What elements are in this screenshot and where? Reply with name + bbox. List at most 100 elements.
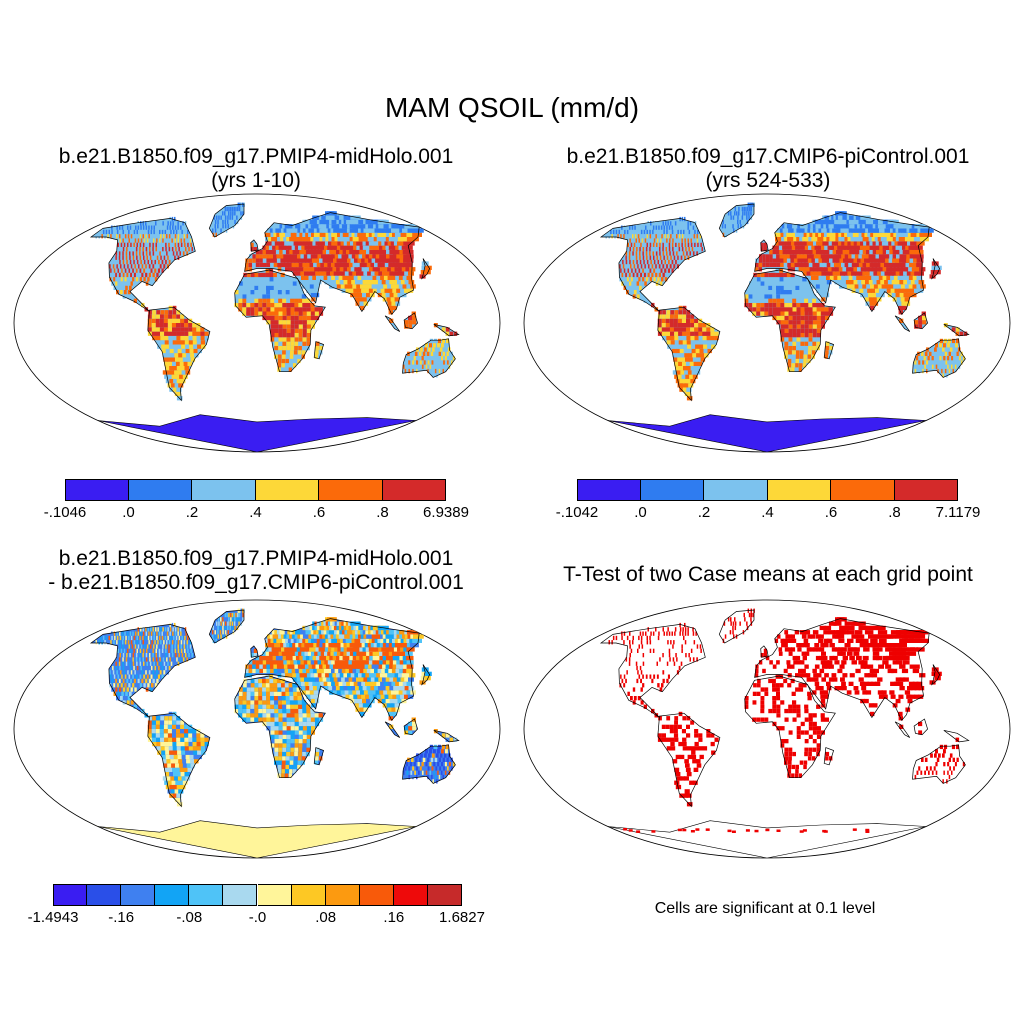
coastline-newguinea — [943, 730, 970, 743]
colorbar-box — [128, 479, 192, 501]
map-midholo — [13, 193, 501, 453]
coastline-samerica — [657, 712, 721, 808]
map-boundary — [13, 599, 501, 859]
colorbar-label: -1.4943 — [27, 909, 79, 926]
coastline-borneo — [913, 718, 928, 736]
map-boundary — [523, 599, 1011, 859]
colorbar-box — [640, 479, 704, 501]
coastline-uk — [250, 239, 259, 252]
antarctica — [97, 820, 417, 858]
colorbar-difference: -1.4943 -.16 -.08 -.0 .08 .16 1.6827 — [28, 884, 485, 930]
colorbar-label: .0 — [122, 504, 135, 521]
colorbar-box — [325, 884, 360, 906]
coastline-greenland — [718, 203, 755, 238]
colorbar-label: .6 — [312, 504, 326, 521]
colorbar-box — [767, 479, 831, 501]
coastline-africa — [744, 675, 836, 779]
figure-title: MAM QSOIL (mm/d) — [384, 92, 640, 123]
colorbar-box — [257, 884, 292, 906]
coastlines — [89, 203, 460, 402]
map-picontrol — [523, 193, 1011, 453]
coastline-samerica — [147, 306, 211, 402]
coastline-greenland — [208, 203, 245, 238]
colorbar-box — [359, 884, 394, 906]
coastline-sumatra — [894, 721, 911, 738]
coastline-australia — [402, 338, 456, 378]
coastline-australia — [912, 338, 966, 378]
colorbar-label: -.1042 — [555, 504, 599, 521]
panel1-subtitle: (yrs 1-10) — [211, 169, 301, 192]
antarctica — [97, 414, 417, 452]
colorbar-box — [319, 479, 383, 501]
colorbar-label: .4 — [249, 504, 262, 521]
panel3-title: b.e21.B1850.f09_g17.PMIP4-midHolo.001 — [58, 547, 454, 570]
coastline-africa — [744, 269, 836, 373]
coastline-madagascar — [823, 747, 835, 766]
colorbar-label: .0 — [634, 504, 647, 521]
colorbar-label: -.08 — [176, 909, 203, 926]
coastline-sumatra — [384, 721, 401, 738]
coastline-borneo — [403, 718, 418, 736]
coastline-borneo — [913, 312, 928, 330]
coastline-madagascar — [823, 341, 835, 360]
coastline-newguinea — [943, 324, 970, 337]
map-boundary — [523, 193, 1011, 453]
coastline-sumatra — [384, 315, 401, 332]
colorbar-label: .8 — [888, 504, 901, 521]
coastline-japan — [931, 258, 940, 280]
colorbar-box — [831, 479, 895, 501]
coastline-greenland — [718, 609, 755, 644]
coastline-uk — [760, 645, 769, 658]
colorbar-label: .4 — [761, 504, 774, 521]
coastline-uk — [760, 239, 769, 252]
colorbar-box — [427, 884, 462, 906]
coastline-samerica — [657, 306, 721, 402]
colorbar-label: .6 — [824, 504, 838, 521]
colorbar-box — [255, 479, 319, 501]
coastlines — [599, 609, 970, 808]
coastline-madagascar — [313, 747, 325, 766]
colorbar-box — [223, 884, 258, 906]
coastline-namerica — [599, 624, 706, 718]
panel1-title: b.e21.B1850.f09_g17.PMIP4-midHolo.001 — [58, 145, 454, 168]
coastline-sumatra — [894, 315, 911, 332]
colorbar-midholo: -.1046 .0 .2 .4 .6 .8 6.9389 — [44, 479, 469, 525]
colorbar-label: .8 — [376, 504, 389, 521]
colorbar-label: .08 — [315, 909, 337, 926]
coastline-eurasia — [754, 618, 930, 722]
coastline-eurasia — [244, 618, 420, 722]
land-cells — [607, 608, 965, 858]
coastlines — [599, 203, 970, 402]
coastline-eurasia — [244, 212, 420, 316]
colorbar-label: 6.9389 — [423, 504, 469, 521]
panel4-title: T-Test of two Case means at each grid po… — [563, 563, 973, 586]
coastline-madagascar — [313, 341, 325, 360]
coastline-japan — [421, 258, 430, 280]
colorbar-label: .2 — [697, 504, 711, 521]
colorbar-box — [894, 479, 958, 501]
colorbar-box — [121, 884, 156, 906]
panel2-title: b.e21.B1850.f09_g17.CMIP6-piControl.001 — [566, 145, 970, 168]
colorbar-box — [704, 479, 768, 501]
colorbar-box — [291, 884, 326, 906]
coastline-borneo — [403, 312, 418, 330]
colorbar-box — [189, 884, 224, 906]
colorbar-box — [192, 479, 256, 501]
panel3-subtitle: - b.e21.B1850.f09_g17.CMIP6-piControl.00… — [48, 571, 464, 594]
colorbar-label: -.0 — [248, 909, 267, 926]
coastline-australia — [912, 744, 966, 784]
significance-note: Cells are significant at 0.1 level — [654, 900, 876, 917]
map-difference — [13, 599, 501, 859]
colorbar-label: 7.1179 — [935, 504, 981, 521]
colorbar-box — [53, 884, 88, 906]
land-cells — [91, 202, 459, 452]
antarctica — [607, 414, 927, 452]
coastline-namerica — [89, 624, 196, 718]
colorbar-label: .16 — [383, 909, 405, 926]
colorbar-box — [87, 884, 122, 906]
colorbar-box — [155, 884, 190, 906]
coastline-uk — [250, 645, 259, 658]
coastline-greenland — [208, 609, 245, 644]
antarctica — [607, 820, 927, 858]
coastline-australia — [402, 744, 456, 784]
